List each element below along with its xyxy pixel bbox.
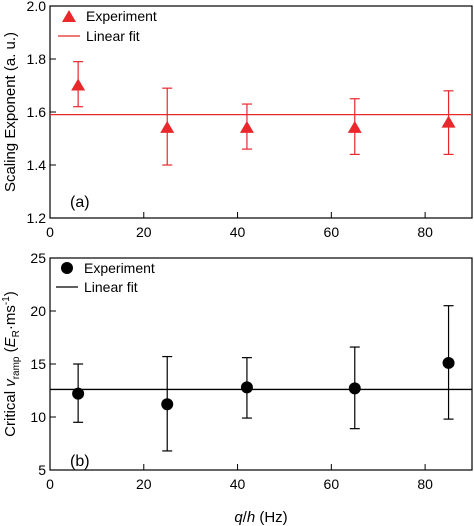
data-point-b xyxy=(161,398,174,411)
x-tick-label-a: 60 xyxy=(324,224,340,240)
y-tick-label-a: 1.2 xyxy=(27,210,47,226)
x-tick-label-b: 0 xyxy=(46,476,54,492)
legend-a: Experiment Linear fit xyxy=(58,8,157,44)
y-tick-label-b: 25 xyxy=(30,250,46,266)
data-point-a xyxy=(239,120,254,133)
y-tick-label-b: 5 xyxy=(38,462,46,478)
y-axis-title-b: Critical vramp (ER·ms-1) xyxy=(1,291,22,437)
x-tick-label-b: 80 xyxy=(417,476,433,492)
y-tick-label-b: 15 xyxy=(30,356,46,372)
markers-a xyxy=(71,78,456,133)
panel-label-a: (a) xyxy=(70,194,90,211)
y-axis-a: 1.2 1.4 1.6 1.8 2.0 xyxy=(27,0,56,226)
error-bars-b xyxy=(73,305,454,452)
data-point-b xyxy=(240,381,253,394)
legend-b: Experiment Linear fit xyxy=(56,260,155,295)
x-tick-label-b: 60 xyxy=(324,476,340,492)
legend-a-marker xyxy=(62,10,76,22)
panel-b: 5 10 15 20 25 0 20 40 60 80 Experiment Linear fi… xyxy=(1,250,473,526)
legend-a-fit-label: Linear fit xyxy=(86,28,140,44)
x-tick-label-a: 40 xyxy=(230,224,246,240)
x-axis-title: q/h (Hz) xyxy=(234,509,287,526)
x-tick-label-a: 20 xyxy=(136,224,152,240)
legend-a-experiment-label: Experiment xyxy=(86,8,157,24)
y-tick-label-b: 20 xyxy=(30,303,46,319)
legend-b-experiment-label: Experiment xyxy=(84,260,155,276)
error-bars-a xyxy=(73,61,454,166)
y-tick-label-a: 1.8 xyxy=(27,51,47,67)
x-tick-label-b: 40 xyxy=(230,476,246,492)
x-tick-label-a: 0 xyxy=(46,224,54,240)
y-axis-b: 5 10 15 20 25 xyxy=(30,250,56,478)
y-tick-label-a: 1.4 xyxy=(27,157,47,173)
data-point-a xyxy=(160,120,175,133)
data-point-b xyxy=(348,382,361,395)
x-axis-b: 0 20 40 60 80 xyxy=(46,464,433,492)
x-tick-label-a: 80 xyxy=(417,224,433,240)
data-point-a xyxy=(441,115,456,128)
y-tick-label-a: 1.6 xyxy=(27,104,47,120)
data-point-b xyxy=(442,356,455,369)
data-point-a xyxy=(71,78,86,91)
x-axis-a: 0 20 40 60 80 xyxy=(46,212,433,240)
legend-b-fit-label: Linear fit xyxy=(84,279,138,295)
y-tick-label-b: 10 xyxy=(30,409,46,425)
data-point-a xyxy=(347,120,362,133)
data-point-b xyxy=(72,387,85,400)
y-tick-label-a: 2.0 xyxy=(27,0,47,14)
panel-label-b: (b) xyxy=(70,453,90,470)
markers-b xyxy=(72,356,455,411)
y-axis-title-a: Scaling Exponent (a. u.) xyxy=(2,32,19,192)
x-tick-label-b: 20 xyxy=(136,476,152,492)
panel-a: 1.2 1.4 1.6 1.8 2.0 0 20 40 60 80 Experiment Lin… xyxy=(2,0,473,240)
legend-b-marker xyxy=(61,262,73,274)
